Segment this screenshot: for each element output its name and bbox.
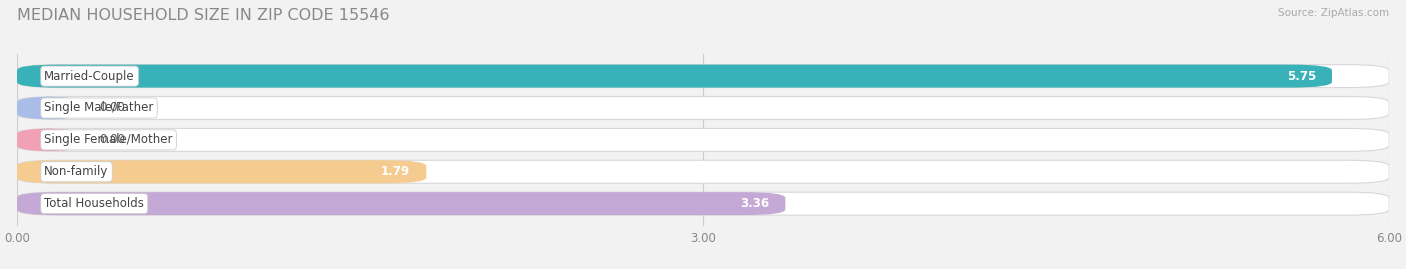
Text: 0.00: 0.00 <box>100 133 125 146</box>
FancyBboxPatch shape <box>17 160 426 183</box>
Text: Source: ZipAtlas.com: Source: ZipAtlas.com <box>1278 8 1389 18</box>
Text: Total Households: Total Households <box>45 197 145 210</box>
Text: 1.79: 1.79 <box>381 165 411 178</box>
Text: 0.00: 0.00 <box>100 101 125 115</box>
FancyBboxPatch shape <box>17 192 786 215</box>
Text: Single Female/Mother: Single Female/Mother <box>45 133 173 146</box>
Text: 5.75: 5.75 <box>1286 70 1316 83</box>
FancyBboxPatch shape <box>17 65 1389 88</box>
FancyBboxPatch shape <box>17 192 1389 215</box>
Text: Married-Couple: Married-Couple <box>45 70 135 83</box>
Text: 3.36: 3.36 <box>740 197 769 210</box>
FancyBboxPatch shape <box>17 97 1389 119</box>
FancyBboxPatch shape <box>17 128 82 151</box>
FancyBboxPatch shape <box>17 160 1389 183</box>
Text: Single Male/Father: Single Male/Father <box>45 101 153 115</box>
Text: MEDIAN HOUSEHOLD SIZE IN ZIP CODE 15546: MEDIAN HOUSEHOLD SIZE IN ZIP CODE 15546 <box>17 8 389 23</box>
FancyBboxPatch shape <box>17 128 1389 151</box>
Text: Non-family: Non-family <box>45 165 108 178</box>
FancyBboxPatch shape <box>17 97 82 119</box>
FancyBboxPatch shape <box>17 65 1331 88</box>
